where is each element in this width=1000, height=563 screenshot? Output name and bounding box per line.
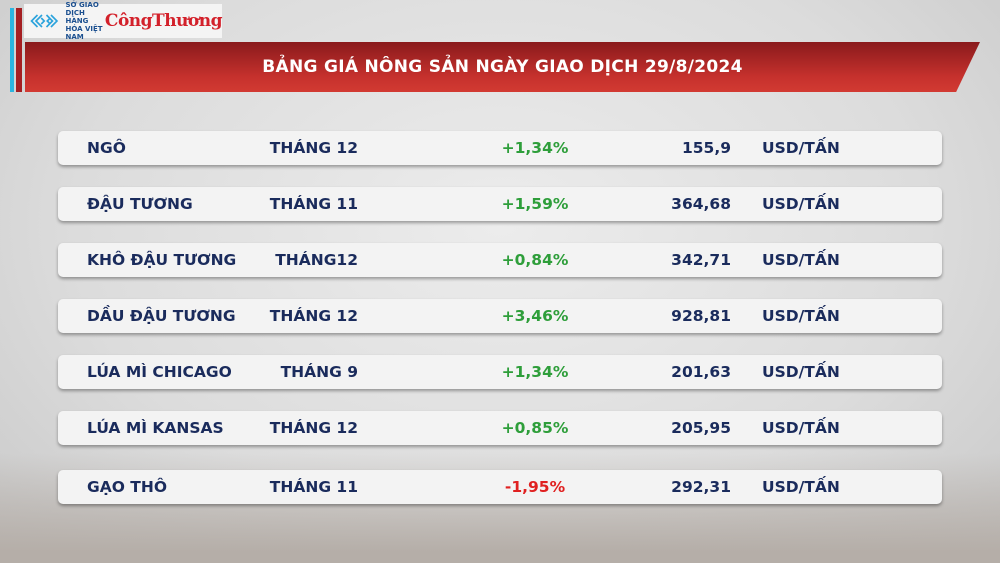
logo: SỞ GIAO DỊCH HÀNG HÓA VIỆT NAM CôngThươn… bbox=[24, 1, 223, 41]
accent-bar-red bbox=[16, 8, 22, 92]
table-row: DẦU ĐẬU TƯƠNG THÁNG 12 +3,46% 928,81 USD/TẤN bbox=[58, 299, 942, 333]
price-unit: USD/TẤN bbox=[762, 363, 840, 381]
price-change-text: +1,34% bbox=[501, 139, 569, 157]
table-row: LÚA MÌ KANSAS THÁNG 12 +0,85% 205,95 USD/TẤN bbox=[58, 411, 942, 445]
table-row: ĐẬU TƯƠNG THÁNG 11 +1,59% 364,68 USD/TẤN bbox=[58, 187, 942, 221]
accent-bar-cyan bbox=[10, 8, 14, 92]
commodity-name: NGÔ bbox=[87, 139, 126, 157]
price-value: 201,63 bbox=[671, 363, 731, 381]
price-unit: USD/TẤN bbox=[762, 307, 840, 325]
commodity-name: DẦU ĐẬU TƯƠNG bbox=[87, 307, 236, 325]
price-change-text: +0,84% bbox=[501, 251, 569, 269]
price-unit: USD/TẤN bbox=[762, 419, 840, 437]
commodity-name: LÚA MÌ CHICAGO bbox=[87, 363, 232, 381]
logo-brand-text: CôngThương bbox=[104, 11, 223, 31]
table-row: LÚA MÌ CHICAGO THÁNG 9 +1,34% 201,63 USD/TẤN bbox=[58, 355, 942, 389]
commodity-name: KHÔ ĐẬU TƯƠNG bbox=[87, 251, 237, 269]
logo-org-text: SỞ GIAO DỊCH HÀNG HÓA VIỆT NAM bbox=[65, 1, 103, 41]
price-value: 364,68 bbox=[671, 195, 731, 213]
table-row: GẠO THÔ THÁNG 11 -1,95% 292,31 USD/TẤN bbox=[58, 470, 942, 504]
price-change-text: +1,34% bbox=[501, 363, 569, 381]
contract-month-text: THÁNG12 bbox=[275, 251, 358, 269]
price-unit: USD/TẤN bbox=[762, 251, 840, 269]
commodity-name: ĐẬU TƯƠNG bbox=[87, 195, 193, 213]
price-value: 342,71 bbox=[671, 251, 731, 269]
title-banner: BẢNG GIÁ NÔNG SẢN NGÀY GIAO DỊCH 29/8/20… bbox=[25, 42, 980, 92]
page-title: BẢNG GIÁ NÔNG SẢN NGÀY GIAO DỊCH 29/8/20… bbox=[262, 57, 743, 77]
price-change-text: +0,85% bbox=[501, 419, 569, 437]
contract-month-text: THÁNG 11 bbox=[269, 195, 359, 213]
price-unit: USD/TẤN bbox=[762, 195, 840, 213]
contract-month-text: THÁNG 12 bbox=[269, 419, 359, 437]
price-change-text: -1,95% bbox=[504, 478, 566, 496]
commodity-name: LÚA MÌ KANSAS bbox=[87, 419, 224, 437]
table-row: NGÔ THÁNG 12 +1,34% 155,9 USD/TẤN bbox=[58, 131, 942, 165]
contract-month-text: THÁNG 11 bbox=[269, 478, 359, 496]
price-change-text: +1,59% bbox=[501, 195, 569, 213]
price-value: 205,95 bbox=[671, 419, 731, 437]
price-value: 155,9 bbox=[681, 139, 731, 157]
price-change-text: +3,46% bbox=[501, 307, 569, 325]
contract-month-text: THÁNG 12 bbox=[269, 139, 359, 157]
price-unit: USD/TẤN bbox=[762, 478, 840, 496]
price-unit: USD/TẤN bbox=[762, 139, 840, 157]
price-value: 928,81 bbox=[671, 307, 731, 325]
commodity-name: GẠO THÔ bbox=[87, 478, 168, 496]
exchange-logo-icon bbox=[30, 14, 59, 28]
contract-month-text: THÁNG 9 bbox=[280, 363, 359, 381]
table-row: KHÔ ĐẬU TƯƠNG THÁNG12 +0,84% 342,71 USD/TẤN bbox=[58, 243, 942, 277]
price-value: 292,31 bbox=[671, 478, 731, 496]
contract-month-text: THÁNG 12 bbox=[269, 307, 359, 325]
